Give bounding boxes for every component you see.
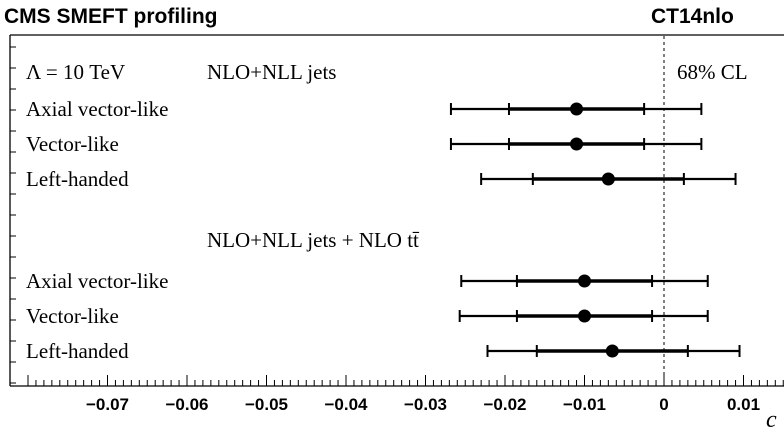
x-tick-label: 0.01 — [727, 395, 760, 414]
central-value-marker — [570, 102, 584, 116]
row-label: Axial vector-like — [26, 269, 168, 293]
data-row: Vector-like — [26, 304, 709, 328]
x-tick-label: −0.03 — [404, 395, 447, 414]
row-label: Axial vector-like — [26, 97, 168, 121]
central-value-marker — [605, 344, 619, 358]
x-axis-ticks — [27, 375, 784, 386]
scale-annotation: Λ = 10 TeV — [26, 60, 125, 84]
central-value-marker — [578, 309, 591, 323]
data-row: Axial vector-like — [26, 269, 709, 293]
x-tick-label: −0.07 — [86, 395, 129, 414]
row-label: Vector-like — [26, 132, 119, 156]
central-value-marker — [601, 172, 615, 186]
central-value-marker — [578, 274, 591, 288]
row-label: Left-handed — [26, 167, 129, 191]
group1-annotation: NLO+NLL jets — [207, 60, 336, 84]
confidence-level-annotation: 68% CL — [677, 60, 748, 84]
data-rows: Axial vector-like Vector-like Left-handed A… — [26, 97, 741, 363]
data-row: Axial vector-like — [26, 97, 703, 121]
pdf-set-label: CT14nlo — [651, 5, 734, 28]
x-tick-label: −0.01 — [563, 395, 606, 414]
data-row: Left-handed — [26, 339, 741, 363]
chart-title: CMS SMEFT profiling — [4, 5, 217, 28]
data-row: Left-handed — [26, 167, 737, 191]
x-tick-label: 0 — [659, 395, 668, 414]
central-value-marker — [570, 137, 584, 151]
x-tick-labels: −0.07 −0.06 −0.05 −0.04 −0.03 −0.02 −0.01 0 0.01 — [86, 395, 760, 414]
data-row: Vector-like — [26, 132, 703, 156]
x-tick-label: −0.06 — [165, 395, 208, 414]
left-axis-ticks — [10, 46, 16, 384]
row-label: Left-handed — [26, 339, 129, 363]
row-label: Vector-like — [26, 304, 119, 328]
x-axis-label: c — [766, 407, 777, 433]
x-tick-label: −0.05 — [245, 395, 288, 414]
x-tick-label: −0.04 — [324, 395, 368, 414]
group2-annotation: NLO+NLL jets + NLO tt̄ — [207, 228, 420, 252]
x-tick-label: −0.02 — [483, 395, 526, 414]
